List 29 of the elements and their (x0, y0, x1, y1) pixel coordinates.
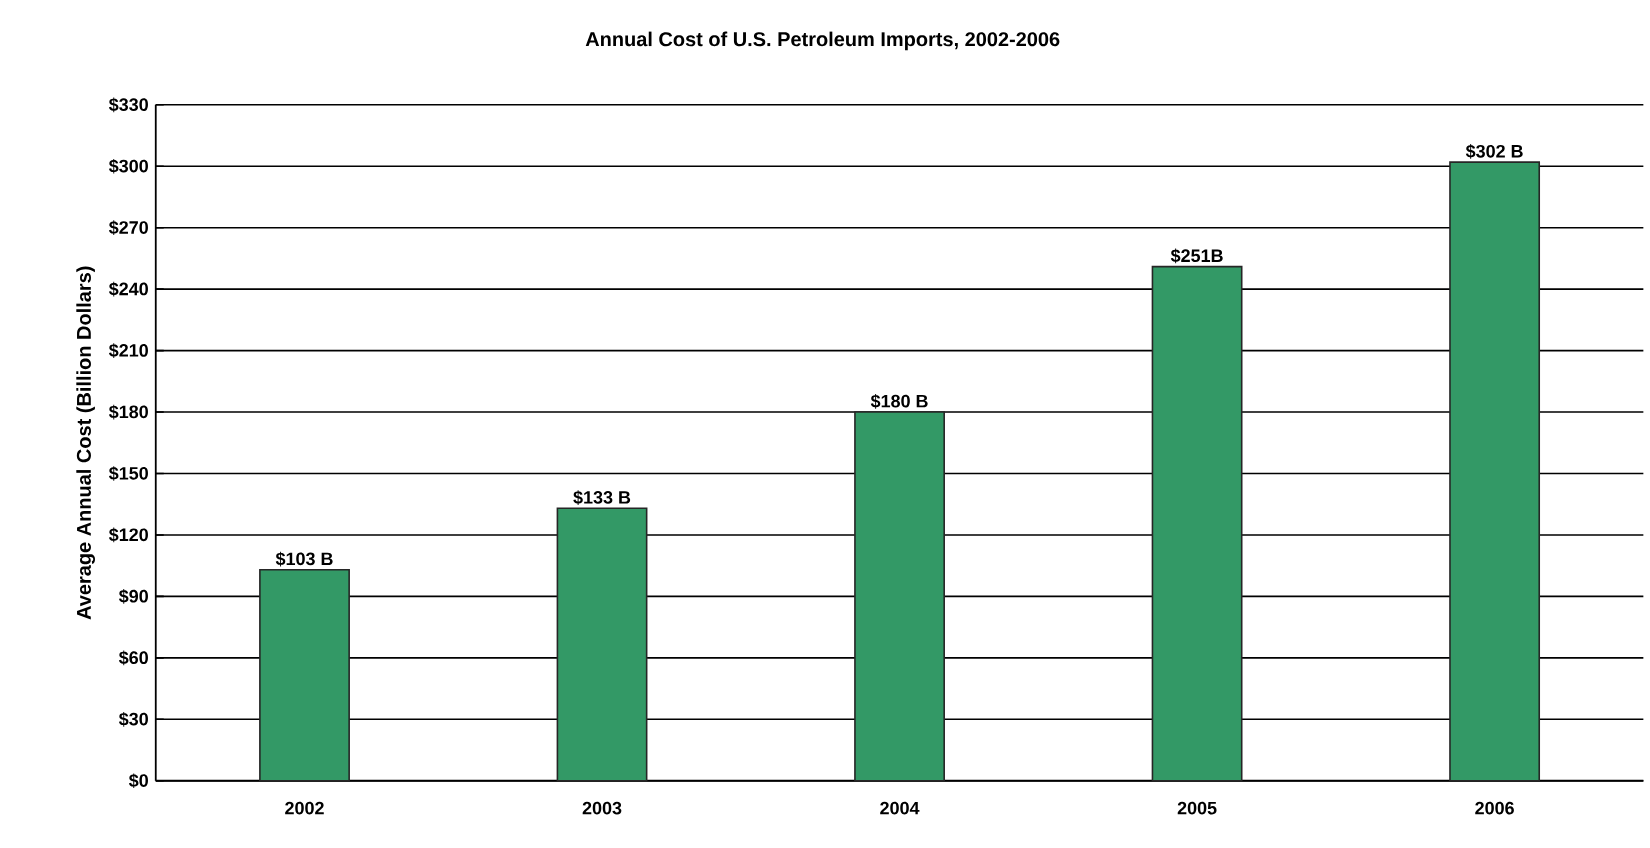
bar (1449, 161, 1541, 782)
y-tick-label: $270 (108, 220, 148, 236)
data-label: $103 B (275, 551, 333, 567)
bar (854, 411, 945, 782)
data-label: $302 B (1465, 144, 1523, 159)
data-label: $133 B (573, 490, 631, 506)
x-tick-label: 2006 (1475, 801, 1514, 815)
data-label: $251B (1170, 248, 1223, 264)
y-tick-label: $120 (108, 527, 148, 543)
bar (1151, 266, 1243, 782)
y-tick-label: $0 (128, 773, 148, 789)
y-tick-label: $330 (108, 97, 148, 113)
y-tick-label: $30 (118, 712, 148, 727)
data-label: $180 B (870, 394, 928, 409)
bar (259, 569, 350, 782)
x-tick-label: 2002 (285, 801, 324, 815)
y-tick-label: $90 (118, 589, 148, 604)
y-axis-title: Average Annual Cost (Billion Dollars) (76, 266, 96, 620)
y-tick-label: $60 (118, 650, 148, 666)
y-tick-label: $300 (108, 159, 148, 174)
chart-title: Annual Cost of U.S. Petroleum Imports, 2002-2006 (585, 31, 1060, 51)
x-tick-label: 2004 (880, 801, 920, 815)
y-tick-label: $240 (108, 282, 148, 297)
bar (556, 507, 648, 782)
y-tick-label: $150 (108, 466, 148, 482)
x-tick-label: 2005 (1177, 801, 1217, 815)
y-tick-label: $180 (108, 404, 148, 420)
x-tick-label: 2003 (582, 801, 622, 815)
y-tick-label: $210 (108, 343, 148, 359)
